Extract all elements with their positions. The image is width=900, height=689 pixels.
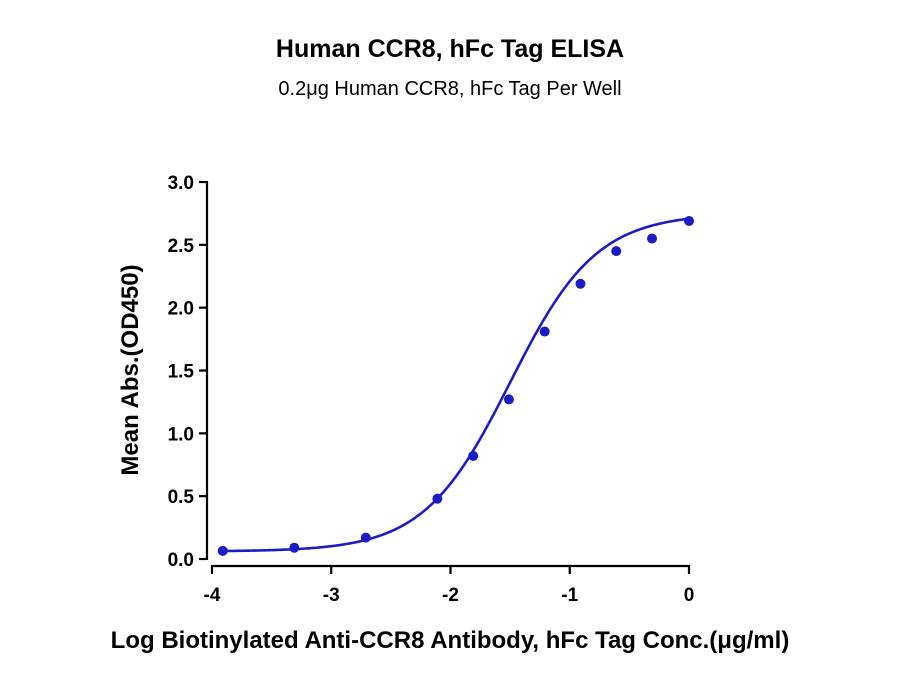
fit-curve [222,217,690,553]
data-point [503,394,514,405]
y-axis-label: Mean Abs.(OD450) [117,264,144,475]
data-points [217,215,694,556]
chart-subtitle: 0.2μg Human CCR8, hFc Tag Per Well [278,78,621,100]
chart-title: Human CCR8, hFc Tag ELISA [276,35,624,63]
data-point [468,450,479,461]
x-tick-label: -3 [323,585,340,606]
data-point [684,215,694,226]
x-tick-label: 0 [684,585,695,606]
y-tick-label: 0.0 [168,550,194,571]
data-point [575,278,586,289]
data-point [289,542,300,553]
axes: 0.0 0.5 1.0 1.5 2.0 2.5 3.0 -4 -3 -2 -1 0 [168,173,695,606]
y-tick-label: 1.0 [168,424,194,445]
x-tick-label: -4 [204,585,221,606]
y-tick-label: 0.5 [168,487,195,508]
data-point [611,246,622,257]
x-tick-label: -1 [561,585,578,606]
y-tick-label: 2.0 [168,299,194,320]
y-tick-label: 3.0 [168,173,194,194]
fit-curve-layer [222,217,690,553]
data-point [647,233,658,244]
y-tick-label: 2.5 [168,236,195,257]
data-point [539,326,550,337]
data-point [432,493,443,504]
x-tick-label: -2 [442,585,459,606]
data-point [217,545,228,556]
y-tick-label: 1.5 [168,362,195,383]
data-point [360,532,371,543]
x-axis-label: Log Biotinylated Anti-CCR8 Antibody, hFc… [111,627,790,654]
